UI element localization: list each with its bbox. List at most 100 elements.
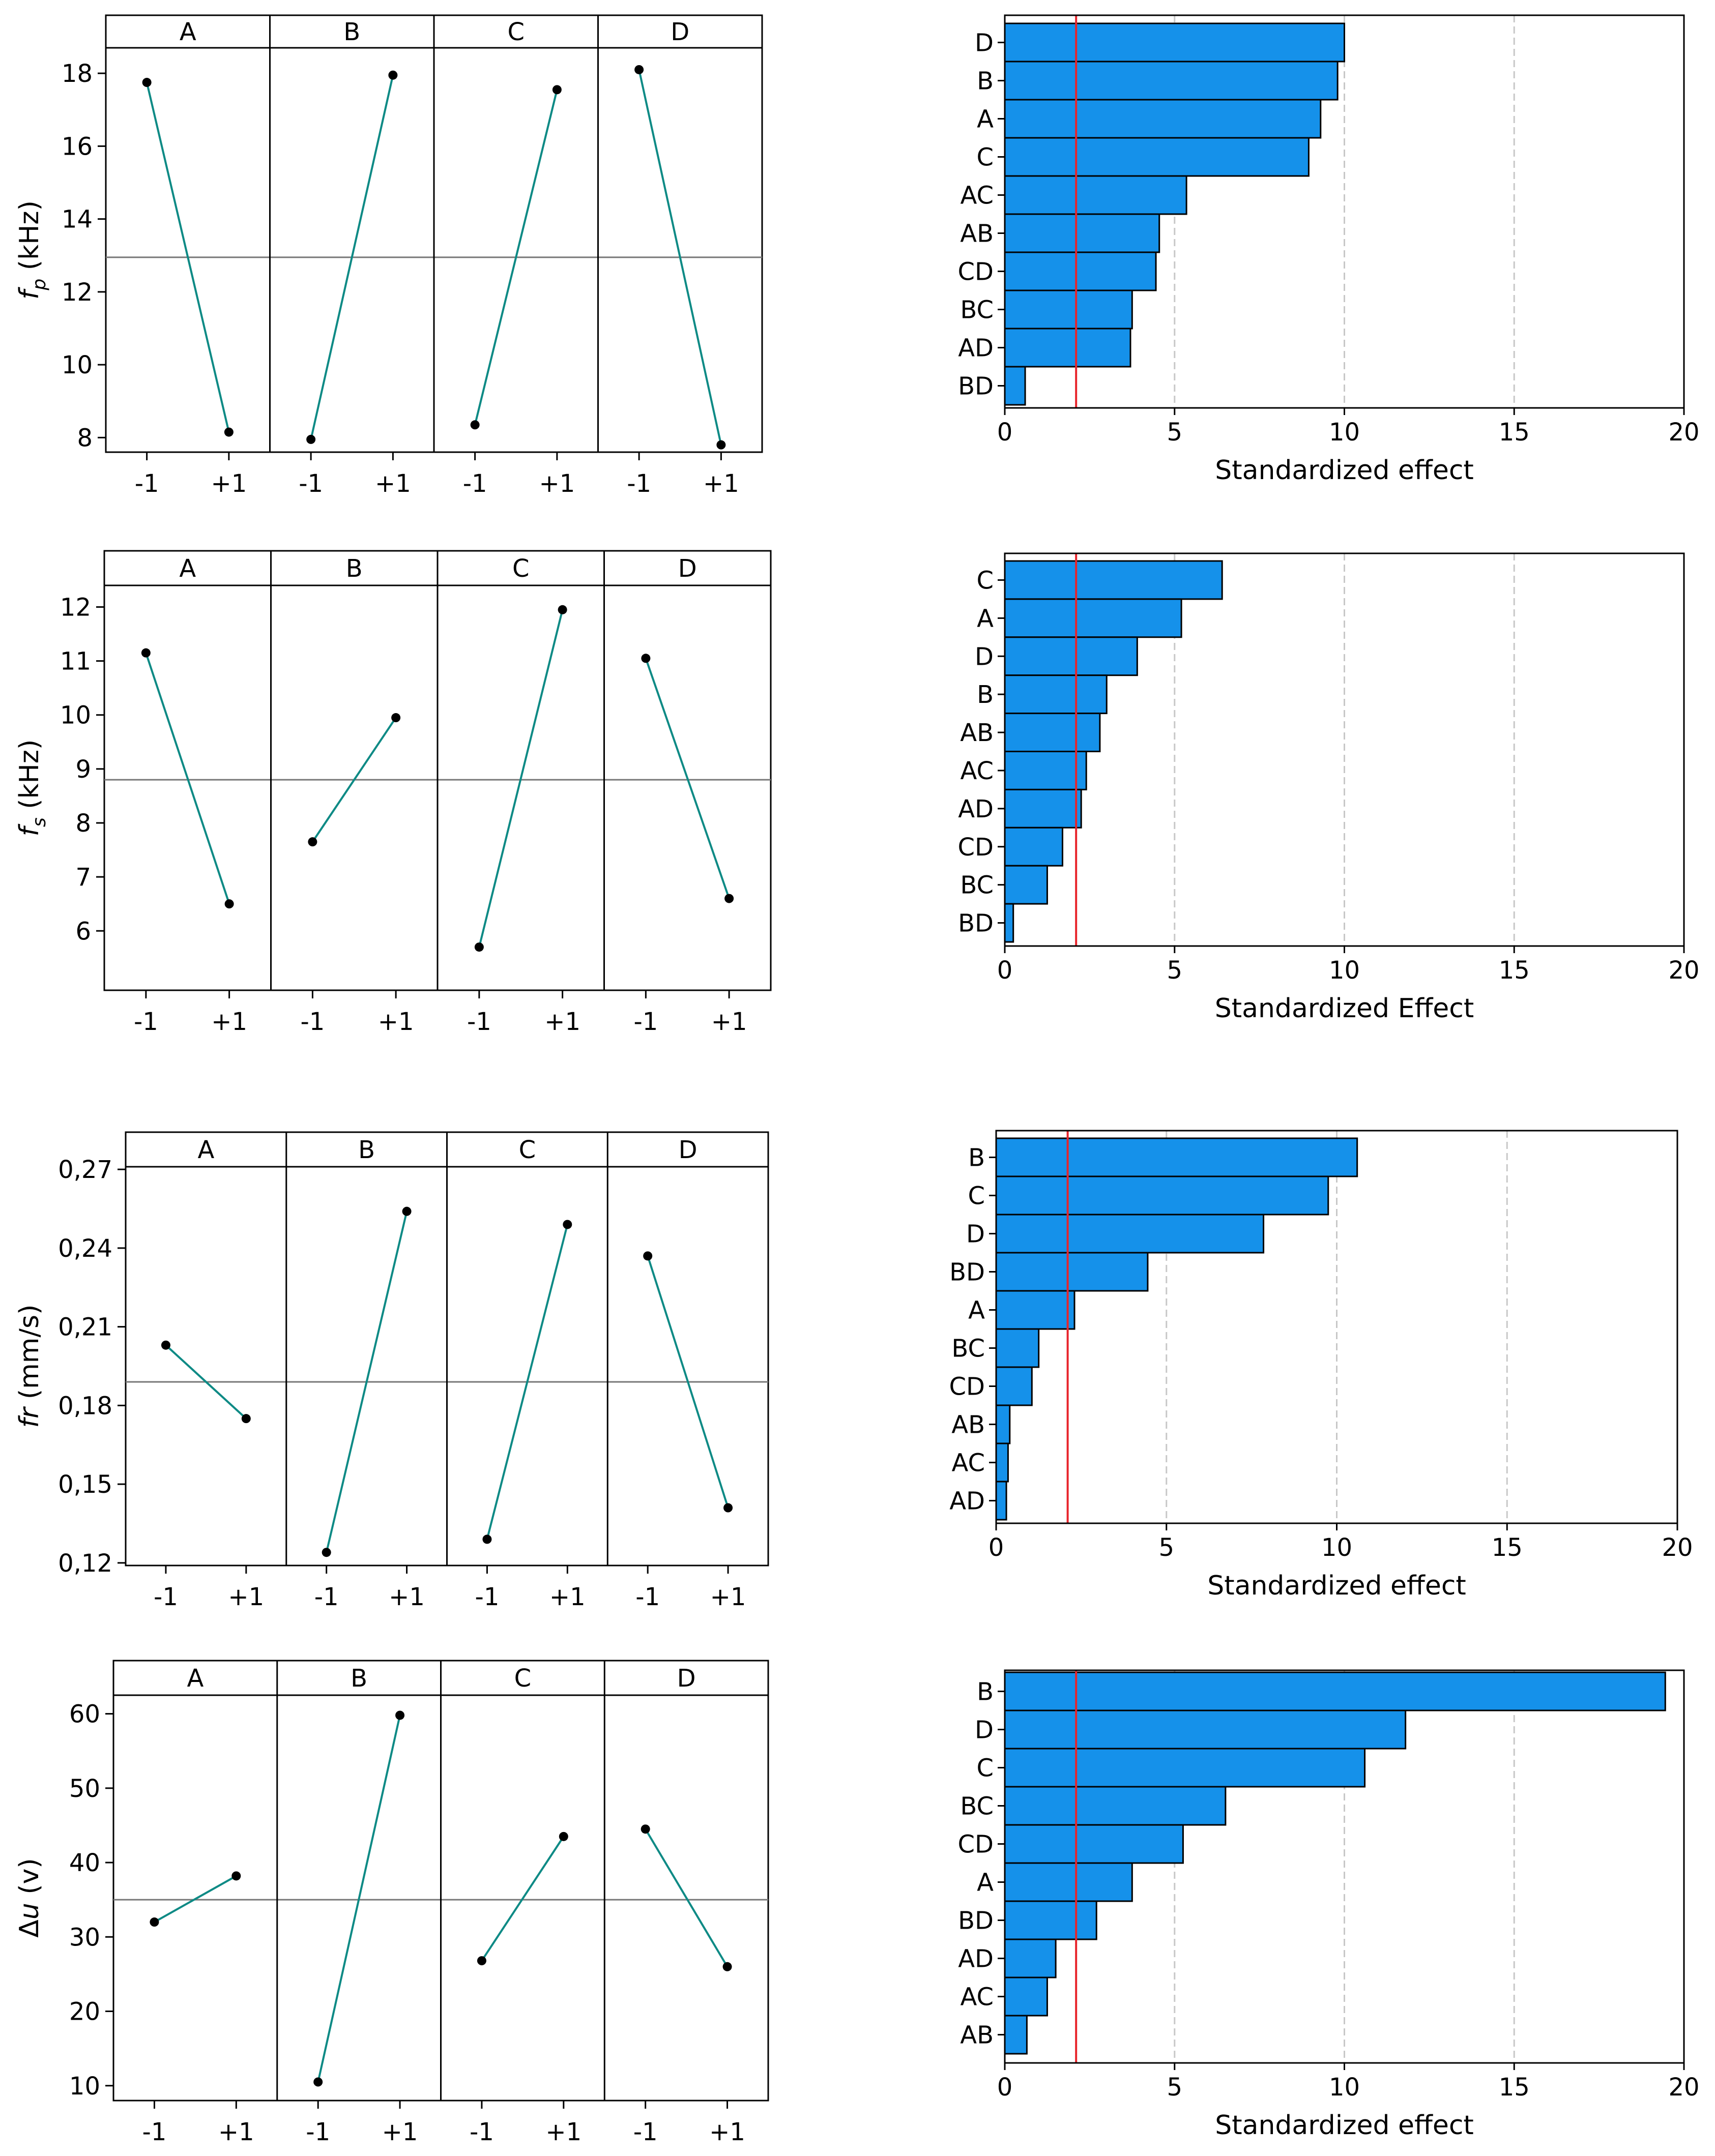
x-tick-label: -1 [475, 1583, 500, 1611]
y-tick-label: 18 [62, 60, 93, 88]
effect-line-C [486, 1224, 569, 1540]
y-axis-label: fp (kHz) [14, 200, 50, 300]
factor-label-B: B [346, 554, 363, 583]
x-tick-label: -1 [134, 1008, 158, 1036]
y-tick-label: 10 [60, 701, 91, 730]
bar-BC [1004, 1786, 1227, 1826]
category-label-AC: AC [951, 1449, 985, 1478]
bar-AD [995, 1481, 1007, 1521]
x-tick-label: -1 [142, 2118, 167, 2146]
effect-point-A-high [241, 1414, 251, 1424]
effect-point-A-high [224, 899, 234, 909]
effect-point-A-low [161, 1340, 170, 1350]
bar-B [995, 1137, 1358, 1177]
effect-line-B [317, 1715, 401, 2082]
x-tick-label: +1 [382, 2118, 418, 2146]
x-axis-label: Standardized effect [1215, 455, 1474, 486]
x-tick-label: 15 [1499, 418, 1530, 447]
x-tick-label: -1 [633, 2118, 658, 2146]
effect-point-A-low [150, 1917, 159, 1927]
y-axis-label-variable: fr [14, 1406, 45, 1428]
y-tick-label: 0,12 [58, 1549, 112, 1578]
category-label-AB: AB [960, 719, 994, 747]
x-tick-label: -1 [463, 469, 487, 498]
x-tick-label: 20 [1668, 956, 1699, 985]
y-axis-label: fs (kHz) [14, 740, 50, 837]
effect-point-D-high [722, 1962, 732, 1971]
effect-point-A-high [224, 427, 234, 437]
category-label-B: B [968, 1144, 985, 1172]
category-label-AC: AC [960, 757, 994, 785]
effect-point-D-low [641, 654, 651, 663]
effect-point-A-high [231, 1871, 241, 1881]
bar-C [1004, 560, 1223, 600]
x-tick-label: 10 [1321, 1533, 1352, 1562]
bar-BC [1004, 289, 1133, 330]
y-tick-label: 7 [75, 863, 91, 892]
effect-point-D-high [724, 894, 734, 903]
factor-label-A: A [197, 1136, 214, 1164]
x-tick-label: +1 [218, 2118, 254, 2146]
effect-point-D-low [634, 65, 644, 74]
x-tick-label: +1 [375, 469, 411, 498]
bar-AC [1004, 175, 1187, 215]
x-tick-label: +1 [211, 469, 247, 498]
effect-point-C-low [474, 942, 484, 952]
x-tick-label: -1 [467, 1008, 491, 1036]
bar-CD [1004, 826, 1063, 867]
category-label-BC: BC [960, 1792, 994, 1821]
effect-point-D-high [723, 1503, 733, 1513]
category-label-BD: BD [958, 372, 994, 401]
category-label-AB: AB [960, 2021, 994, 2050]
category-label-AD: AD [958, 795, 994, 823]
bar-D [995, 1214, 1265, 1254]
effect-line-B [325, 1211, 408, 1553]
bar-C [1004, 1748, 1366, 1788]
bar-AB [995, 1404, 1011, 1444]
x-tick-label: 15 [1499, 2073, 1530, 2102]
y-tick-label: 0,18 [58, 1392, 112, 1420]
x-tick-label: -1 [633, 1008, 658, 1036]
x-tick-label: +1 [378, 1008, 414, 1036]
category-label-A: A [977, 1869, 994, 1897]
effect-point-B-high [395, 1710, 405, 1720]
bar-AB [1004, 2015, 1028, 2055]
category-label-D: D [975, 29, 994, 57]
bar-A [995, 1290, 1075, 1330]
effect-line-A [146, 82, 230, 433]
category-label-CD: CD [958, 258, 994, 286]
category-label-B: B [977, 681, 994, 709]
x-tick-label: 5 [1167, 2073, 1182, 2102]
effect-line-A [154, 1875, 237, 1923]
category-label-AC: AC [960, 1983, 994, 2012]
bar-D [1004, 22, 1345, 63]
category-label-C: C [976, 566, 994, 595]
bar-A [1004, 598, 1182, 638]
x-tick-label: 0 [997, 418, 1013, 447]
y-tick-label: 11 [60, 647, 91, 676]
y-tick-label: 10 [62, 351, 93, 379]
x-tick-label: 0 [997, 2073, 1013, 2102]
effect-point-B-low [308, 837, 317, 847]
factor-label-B: B [358, 1136, 375, 1164]
factor-label-C: C [514, 1664, 532, 1693]
category-label-BC: BC [951, 1335, 985, 1363]
x-tick-label: +1 [211, 1008, 247, 1036]
y-tick-label: 12 [62, 278, 93, 307]
effect-point-C-high [563, 1220, 572, 1229]
bar-D [1004, 636, 1138, 676]
factor-label-D: D [679, 1136, 697, 1164]
category-label-BD: BD [958, 1907, 994, 1935]
x-tick-label: -1 [135, 469, 159, 498]
y-tick-label: 30 [69, 1923, 100, 1952]
x-tick-label: +1 [228, 1583, 264, 1611]
effect-line-C [478, 609, 564, 948]
effect-line-A [165, 1344, 247, 1420]
factor-label-A: A [179, 554, 196, 583]
category-label-BD: BD [958, 909, 994, 938]
factor-label-C: C [519, 1136, 536, 1164]
bar-CD [1004, 1824, 1184, 1864]
